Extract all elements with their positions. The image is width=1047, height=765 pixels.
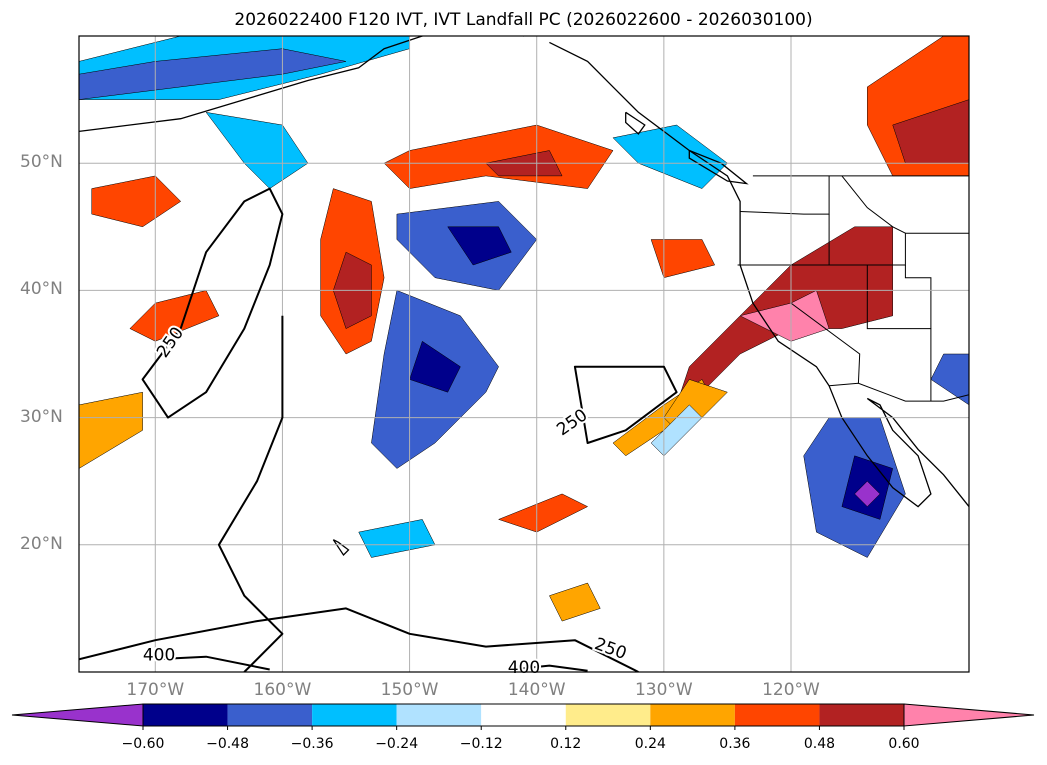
ivt-fill-layer <box>79 36 969 622</box>
colorbar-frame <box>142 703 905 727</box>
colorbar-segment <box>565 704 651 726</box>
colorbar-segment <box>481 704 566 726</box>
hawaii <box>332 539 350 557</box>
ivt-region-northeast-corner-core <box>892 99 969 164</box>
gridline-layer <box>79 36 969 672</box>
colorbar-extend-low <box>11 703 144 727</box>
ivt-region-south-pacific-small <box>549 582 601 622</box>
colorbar-tick-label: −0.36 <box>290 736 334 752</box>
colorbar-segment <box>312 704 397 726</box>
ivt-region-north-blue-arc <box>79 48 347 100</box>
colorbar-extend-high <box>903 703 1035 727</box>
ivt-region-west-edge-south-blob <box>79 391 143 469</box>
haida-gwaii <box>625 111 646 135</box>
colorbar-tick-label: 0.36 <box>719 736 751 752</box>
colorbar-tick-label: −0.24 <box>375 736 419 752</box>
colorbar-tick-label: 0.12 <box>550 736 582 752</box>
colorbar-segment <box>143 704 228 726</box>
contour-400-east <box>511 664 588 672</box>
colorbar-segment <box>227 704 313 726</box>
ivt-region-atmospheric-river-core <box>739 290 830 342</box>
alaska-coast <box>79 36 524 133</box>
colorbar <box>11 703 1035 730</box>
colorbar-tick-label: 0.60 <box>888 736 920 752</box>
colorbar-tick-label: 0.24 <box>634 736 666 752</box>
lon-label: 160°W <box>253 680 312 700</box>
lat-label: 30°N <box>20 406 63 427</box>
lon-label: 130°W <box>634 680 693 700</box>
contour-layer <box>79 187 678 672</box>
vancouver-island <box>688 149 749 185</box>
ivt-region-central-north-blob <box>383 124 614 189</box>
ivt-region-west-coast-north-blob <box>650 239 715 278</box>
contour-label: 400 <box>508 658 540 678</box>
ivt-region-west-blob-mid <box>129 290 220 342</box>
state-nv-ut <box>866 265 932 330</box>
map-title: 2026022400 F120 IVT, IVT Landfall PC (20… <box>234 10 813 30</box>
lat-label: 40°N <box>20 279 63 300</box>
colorbar-tick-label: −0.12 <box>459 736 503 752</box>
colorbar-tick-label: −0.48 <box>206 736 249 752</box>
contour-250-south-upper <box>217 315 284 672</box>
north-america-coast <box>549 41 969 508</box>
colorbar-segment <box>650 704 735 726</box>
lat-label: 20°N <box>20 533 63 554</box>
contour-250-north <box>141 187 284 419</box>
contour-250-south-lower <box>79 607 639 672</box>
lon-label: 170°W <box>126 680 185 700</box>
ivt-region-north-cyan-tongue <box>205 112 309 189</box>
ivt-region-south-pacific-orange <box>498 493 588 533</box>
ivt-region-southeast-purple <box>854 480 881 507</box>
ivt-region-central-blue-south-core <box>409 341 461 393</box>
contour-400-west <box>155 655 270 671</box>
colorbar-tick-label: 0.48 <box>803 736 836 752</box>
colorbar-segment <box>734 704 820 726</box>
lon-label: 150°W <box>380 680 439 700</box>
contour-label: 250 <box>592 634 629 664</box>
us-mexico-border <box>829 382 969 402</box>
contour-label: 400 <box>143 645 175 665</box>
lat-label: 50°N <box>20 152 63 173</box>
ivt-region-west-blob-north <box>91 175 181 228</box>
state-or-wa <box>740 175 830 215</box>
map-frame <box>78 35 970 673</box>
colorbar-segment <box>396 704 482 726</box>
lon-label: 120°W <box>762 680 820 700</box>
colorbar-segment <box>819 704 904 726</box>
ivt-region-coast-cyan-north <box>612 124 728 189</box>
colorbar-tick-label: −0.60 <box>121 736 165 752</box>
contour-250-cluster <box>573 365 678 444</box>
ivt-region-south-pacific-blue <box>358 519 436 558</box>
ivt-region-east-edge-blue <box>930 353 969 406</box>
lon-label: 140°W <box>507 680 566 700</box>
coastline-layer <box>79 36 969 557</box>
ivt-region-central-blue-north-core <box>447 226 512 266</box>
